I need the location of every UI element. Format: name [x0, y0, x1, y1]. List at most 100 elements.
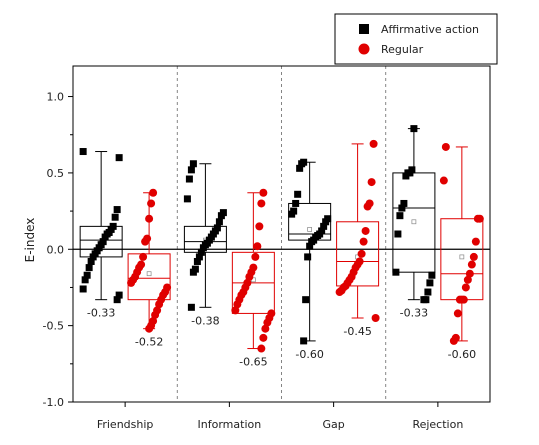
- data-point-regular: [453, 309, 462, 318]
- data-point-affirmative: [81, 276, 89, 284]
- data-point-affirmative: [111, 213, 119, 221]
- category-label: Rejection: [412, 418, 463, 431]
- category-label: Gap: [323, 418, 345, 431]
- plot-frame: [72, 65, 491, 403]
- data-point-affirmative: [199, 244, 207, 252]
- data-point-affirmative: [187, 303, 195, 311]
- data-point-affirmative: [115, 291, 123, 299]
- y-tick-label: -1.0: [43, 396, 64, 409]
- data-point-regular: [441, 142, 450, 151]
- minimum-value-label: -0.60: [295, 348, 323, 361]
- minimum-value-label: -0.33: [400, 307, 428, 320]
- data-point-affirmative: [101, 233, 109, 241]
- category-label: Friendship: [97, 418, 154, 431]
- axes-layer: -1.0 -0.5 0.0 0.5 1.0 Friendship Information Ga…: [43, 65, 491, 431]
- data-point-affirmative: [304, 253, 312, 261]
- legend-label-affirmative: Affirmative action: [381, 23, 479, 36]
- category-label: Information: [198, 418, 262, 431]
- data-point-affirmative: [215, 218, 223, 226]
- data-point-regular: [257, 344, 266, 353]
- minimum-value-label: -0.38: [191, 314, 219, 327]
- data-point-regular: [141, 237, 150, 246]
- data-point-regular: [147, 199, 156, 208]
- mean-marker: [307, 227, 312, 232]
- points-layer: [79, 125, 484, 353]
- legend-box: [334, 13, 498, 65]
- data-point-affirmative: [185, 175, 193, 183]
- data-point-regular: [253, 242, 262, 251]
- data-point-affirmative: [294, 190, 302, 198]
- data-point-affirmative: [217, 212, 225, 220]
- data-point-affirmative: [420, 296, 428, 304]
- y-tick-label: 0.0: [47, 243, 65, 256]
- data-point-regular: [259, 333, 268, 342]
- data-point-regular: [363, 202, 372, 211]
- data-point-regular: [145, 214, 154, 223]
- data-point-regular: [371, 314, 380, 322]
- data-point-regular: [369, 139, 378, 148]
- data-point-affirmative: [308, 238, 316, 246]
- data-point-affirmative: [410, 125, 418, 133]
- data-point-regular: [155, 300, 164, 309]
- data-point-affirmative: [193, 257, 201, 265]
- data-point-affirmative: [113, 296, 121, 304]
- mean-marker: [411, 219, 417, 225]
- data-point-regular: [259, 188, 268, 197]
- data-point-regular: [361, 226, 370, 235]
- data-point-regular: [245, 272, 254, 281]
- data-point-affirmative: [298, 160, 306, 168]
- minimum-value-label: -0.52: [135, 336, 163, 349]
- data-point-affirmative: [296, 164, 304, 172]
- data-point-affirmative: [115, 154, 123, 162]
- data-point-regular: [461, 283, 470, 292]
- data-point-affirmative: [394, 230, 402, 238]
- y-tick-label: 0.5: [47, 167, 65, 180]
- data-point-regular: [261, 324, 270, 333]
- data-point-affirmative: [189, 268, 197, 276]
- minimum-value-label: -0.60: [448, 348, 476, 361]
- data-point-regular: [255, 222, 264, 231]
- data-point-affirmative: [195, 253, 203, 261]
- minimum-value-label: -0.33: [87, 307, 115, 320]
- data-point-affirmative: [396, 212, 404, 220]
- data-point-regular: [467, 260, 476, 269]
- data-point-regular: [127, 278, 136, 287]
- legend-marker-affirmative: [359, 24, 369, 34]
- minimum-value-label: -0.45: [343, 325, 371, 338]
- labels-layer: -0.33 -0.52 -0.38 -0.65 -0.60 -0.45 -0.33 -0.60: [87, 307, 476, 369]
- data-point-regular: [439, 176, 448, 185]
- data-point-affirmative: [79, 285, 87, 293]
- data-point-regular: [455, 295, 464, 304]
- data-point-affirmative: [89, 253, 97, 261]
- data-point-affirmative: [302, 296, 310, 304]
- data-point-regular: [251, 252, 260, 261]
- data-point-regular: [359, 237, 368, 246]
- box: [183, 225, 227, 253]
- data-point-affirmative: [428, 271, 436, 279]
- y-tick-label: -0.5: [43, 320, 64, 333]
- mean-marker: [459, 254, 465, 260]
- legend-label-regular: Regular: [381, 43, 424, 56]
- legend: Affirmative action Regular: [334, 13, 498, 65]
- data-point-regular: [231, 306, 240, 315]
- data-point-regular: [145, 324, 154, 333]
- data-point-regular: [233, 300, 242, 309]
- data-point-regular: [469, 252, 478, 261]
- data-point-regular: [357, 249, 366, 258]
- mean-marker: [146, 271, 152, 277]
- data-point-affirmative: [426, 279, 434, 287]
- data-point-affirmative: [306, 242, 314, 250]
- data-point-affirmative: [189, 160, 197, 168]
- data-point-regular: [335, 288, 344, 297]
- data-point-affirmative: [292, 199, 300, 207]
- box: [79, 225, 123, 258]
- data-point-affirmative: [288, 210, 296, 218]
- data-point-regular: [367, 178, 376, 187]
- y-tick-label: 1.0: [47, 91, 65, 104]
- data-point-affirmative: [392, 268, 400, 276]
- data-point-regular: [449, 336, 458, 345]
- y-axis-label: E-index: [23, 218, 37, 263]
- data-point-affirmative: [300, 337, 308, 345]
- data-point-regular: [471, 237, 480, 246]
- data-point-affirmative: [83, 271, 91, 279]
